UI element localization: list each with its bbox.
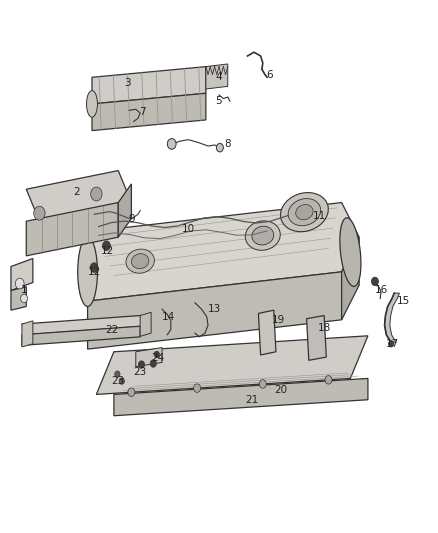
Circle shape	[91, 187, 102, 201]
Circle shape	[102, 241, 110, 251]
Text: 23: 23	[112, 376, 125, 386]
Text: 21: 21	[245, 395, 258, 405]
Circle shape	[138, 361, 145, 368]
Circle shape	[21, 294, 28, 303]
Text: 15: 15	[396, 296, 410, 306]
Text: 9: 9	[128, 214, 135, 223]
Polygon shape	[258, 310, 276, 355]
Polygon shape	[88, 272, 342, 349]
Ellipse shape	[252, 226, 274, 245]
Ellipse shape	[340, 218, 361, 286]
Circle shape	[15, 278, 24, 289]
Ellipse shape	[126, 249, 154, 273]
Polygon shape	[11, 287, 26, 310]
Polygon shape	[307, 316, 326, 360]
Circle shape	[216, 143, 223, 152]
Circle shape	[389, 341, 394, 347]
Circle shape	[167, 139, 176, 149]
Ellipse shape	[78, 237, 97, 306]
Ellipse shape	[86, 91, 97, 117]
Polygon shape	[88, 203, 359, 301]
Circle shape	[259, 379, 266, 388]
Circle shape	[34, 206, 45, 220]
Ellipse shape	[245, 221, 280, 251]
Text: 10: 10	[182, 224, 195, 234]
Polygon shape	[22, 326, 140, 345]
Text: 6: 6	[266, 70, 273, 79]
Polygon shape	[96, 336, 368, 394]
Ellipse shape	[131, 254, 149, 269]
Text: 5: 5	[215, 96, 223, 106]
Polygon shape	[92, 67, 206, 104]
Text: 14: 14	[162, 312, 175, 322]
Ellipse shape	[296, 205, 313, 220]
Text: 3: 3	[124, 78, 131, 87]
Polygon shape	[136, 348, 162, 367]
Text: 23: 23	[134, 367, 147, 377]
Text: 11: 11	[313, 211, 326, 221]
Text: 22: 22	[105, 326, 118, 335]
Text: 18: 18	[318, 323, 331, 333]
Circle shape	[128, 388, 135, 397]
Polygon shape	[22, 316, 145, 335]
Ellipse shape	[288, 199, 321, 225]
Text: 8: 8	[224, 139, 231, 149]
Polygon shape	[114, 378, 368, 416]
Circle shape	[90, 263, 98, 272]
Text: 4: 4	[215, 72, 223, 82]
Circle shape	[371, 277, 378, 286]
Circle shape	[119, 378, 124, 384]
Polygon shape	[11, 259, 33, 290]
Text: 2: 2	[73, 187, 80, 197]
Circle shape	[154, 351, 159, 358]
Polygon shape	[26, 171, 131, 221]
Polygon shape	[206, 64, 228, 89]
Polygon shape	[385, 293, 399, 342]
Text: 7: 7	[139, 107, 146, 117]
Circle shape	[150, 360, 156, 367]
Polygon shape	[342, 237, 359, 320]
Circle shape	[325, 376, 332, 384]
Text: 1: 1	[21, 286, 28, 295]
Polygon shape	[140, 312, 151, 336]
Text: 19: 19	[272, 315, 285, 325]
Text: 17: 17	[385, 339, 399, 349]
Circle shape	[115, 371, 120, 377]
Polygon shape	[92, 93, 206, 131]
Text: 13: 13	[208, 304, 221, 314]
Text: 12: 12	[88, 267, 101, 277]
Circle shape	[194, 384, 201, 392]
Text: 12: 12	[101, 246, 114, 255]
Polygon shape	[26, 203, 118, 256]
Text: 20: 20	[274, 385, 287, 395]
Text: 24: 24	[151, 353, 164, 363]
Polygon shape	[118, 184, 131, 237]
Ellipse shape	[280, 192, 328, 232]
Text: 16: 16	[374, 286, 388, 295]
Polygon shape	[22, 321, 33, 347]
